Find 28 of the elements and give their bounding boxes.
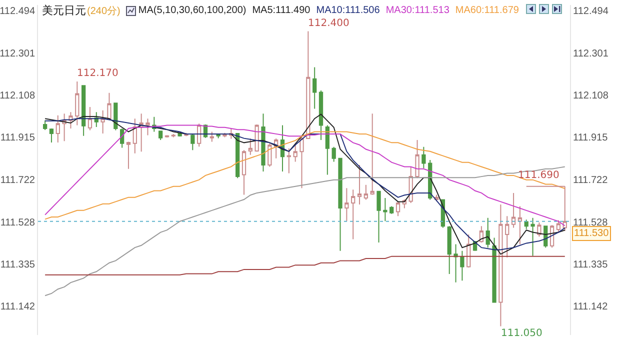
text: MA60:111.679 [455,5,519,16]
y2-tick-label: 111.335 [573,259,608,270]
annotation: MA(5,10,30,60,100,200) [138,5,246,16]
y-tick-label: 111.915 [0,132,36,144]
y-tick-label: 111.528 [0,217,36,228]
annotation: 112.170 [77,68,118,79]
y2-tick-label: 112.108 [573,90,609,102]
text: MA30:111.513 [386,5,450,16]
annotation: 112.400 [308,18,350,29]
y-tick-label: 112.301 [0,48,36,60]
y2-tick-label: 111.528 [573,217,608,228]
annotation: 111.050 [501,328,542,339]
y2-tick-label: 111.722 [573,174,608,186]
y-tick-label: 111.722 [0,174,36,186]
y2-tick-label: 112.494 [573,6,609,18]
y2-tick-label: 111.915 [573,132,608,144]
text: MA10:111.506 [316,5,380,16]
chart-subtitle: (240分) [87,4,120,18]
y2-tick-label: 112.301 [573,48,609,60]
chart-title: 美元日元 [42,4,86,18]
text: MA5:111.490 [252,5,310,16]
ref-line-label: 111.530 [574,228,610,239]
y-tick-label: 112.108 [0,90,36,102]
y-tick-label: 111.142 [0,302,36,313]
y-tick-label: 111.335 [0,259,36,270]
y2-tick-label: 111.142 [573,302,608,313]
annotation: 111.690 [518,170,560,181]
y-tick-label: 112.494 [0,6,36,18]
